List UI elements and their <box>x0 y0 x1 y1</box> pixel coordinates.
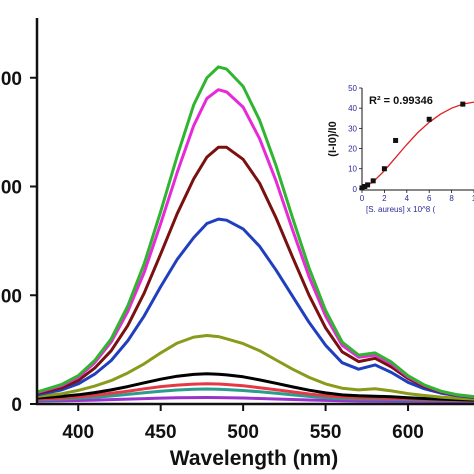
spectrum-line-6 <box>36 217 474 399</box>
x-tick-label: 600 <box>392 422 424 443</box>
inset-data-point <box>381 166 387 172</box>
x-tick-label: 450 <box>145 422 177 443</box>
inset-x-tick-label: 2 <box>382 194 387 203</box>
inset-x-tick-label: 8 <box>449 194 454 203</box>
inset-y-axis-title: (I-I0)/I0 <box>327 121 339 156</box>
y-tick-label: 00 <box>1 178 22 199</box>
inset-data-point <box>365 182 371 188</box>
inset-y-tick-label: 50 <box>348 84 357 93</box>
inset-fit-curve <box>361 101 474 189</box>
inset-y-tick-label: 30 <box>348 124 357 133</box>
inset-x-tick-label: 1 <box>472 194 474 203</box>
inset-data-point <box>370 178 376 184</box>
inset-y-tick-label: 40 <box>348 104 357 113</box>
inset-y-tick-label: 10 <box>348 165 357 174</box>
y-tick-label: 00 <box>1 286 22 307</box>
inset-plot: 0 10 20 30 40 50 0 2 4 6 8 1 R² = 0.99346 (I-I0)/I0… <box>327 84 474 214</box>
inset-r2-annotation: R² = 0.99346 <box>369 95 433 107</box>
inset-data-point <box>393 137 399 143</box>
spectrum-line-5 <box>36 334 474 401</box>
spectrum-line-4 <box>36 372 474 402</box>
spectrum-line-1 <box>36 396 474 404</box>
inset-x-tick-label: 4 <box>405 194 410 203</box>
x-tick-label: 500 <box>227 422 259 443</box>
inset-y-tick-label: 0 <box>353 185 358 194</box>
inset-data-point <box>460 101 466 107</box>
x-axis-title: Wavelength (nm) <box>170 447 338 470</box>
inset-x-tick-label: 6 <box>427 194 432 203</box>
spectrum-line-7 <box>36 145 474 399</box>
inset-data-point <box>426 116 432 122</box>
y-tick-label: 00 <box>1 69 22 90</box>
inset-x-tick-label: 0 <box>360 194 365 203</box>
inset-y-tick-label: 20 <box>348 145 357 154</box>
inset-points-group <box>359 101 466 191</box>
x-tick-label: 550 <box>310 422 342 443</box>
x-tick-label: 400 <box>62 422 94 443</box>
main-series-group <box>36 65 474 404</box>
inset-data-point <box>362 183 368 189</box>
spectrum-line-9 <box>36 65 474 399</box>
y-tick-label: 0 <box>11 395 22 416</box>
inset-x-axis-title: [S. aureus] x 10^8 ( <box>366 205 435 214</box>
inset-fit-group <box>361 101 474 189</box>
